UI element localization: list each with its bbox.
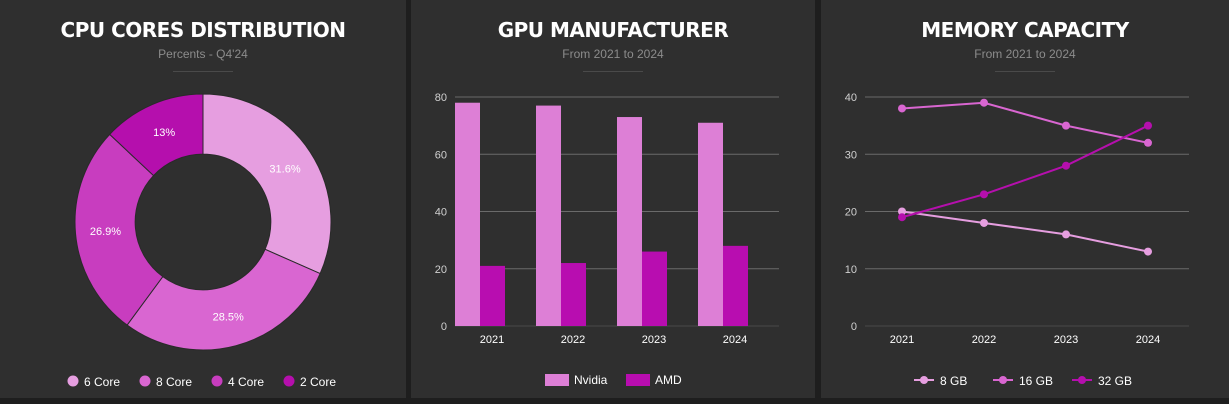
title-divider — [173, 71, 233, 72]
donut-slice-2-core — [108, 93, 204, 177]
line-8-gb — [901, 210, 1149, 253]
legend-marker-16-gb — [999, 376, 1007, 384]
point-8-gb-2022 — [980, 218, 988, 227]
point-16-gb-2024 — [1144, 138, 1152, 147]
slice-label-6-core: 31.6% — [269, 163, 300, 175]
line-16-gb — [901, 101, 1149, 144]
x-tick-label: 2021 — [480, 334, 504, 346]
point-8-gb-2024 — [1144, 247, 1152, 256]
memory-capacity-line-chart: 0 10 20 30 40 2021 2022 2023 2024 8 GB 16 GB 32 GB — [845, 92, 1189, 388]
x-tick-label: 2022 — [972, 334, 996, 346]
legend-marker-6-core — [67, 375, 79, 387]
y-tick-label: 10 — [845, 264, 857, 276]
x-tick-label: 2022 — [561, 334, 585, 346]
y-tick-label: 0 — [851, 321, 857, 333]
legend-label-16-gb: 16 GB — [1019, 374, 1053, 388]
memory-capacity-title: MEMORY CAPACITY — [921, 18, 1129, 42]
memory-capacity-panel: MEMORY CAPACITY From 2021 to 2024 0 10 20 3… — [821, 0, 1229, 398]
legend-marker-amd — [626, 374, 650, 386]
point-32-gb-2024 — [1144, 121, 1152, 130]
legend-marker-nvidia — [545, 374, 569, 386]
bar-amd-2023 — [642, 251, 667, 326]
y-tick-label: 40 — [845, 92, 857, 104]
bar-nvidia-2024 — [698, 122, 723, 326]
legend-marker-8-gb — [920, 376, 928, 384]
gpu-manufacturer-subtitle: From 2021 to 2024 — [562, 47, 664, 61]
cpu-cores-donut-chart: 31.6% 28.5% 26.9% 13% 6 Core 8 Core 4 Core 2 Co… — [67, 93, 336, 389]
point-32-gb-2022 — [980, 190, 988, 199]
y-tick-label: 20 — [435, 264, 447, 276]
y-tick-label: 40 — [435, 207, 447, 219]
legend-label-32-gb: 32 GB — [1098, 374, 1132, 388]
slice-label-4-core: 26.9% — [90, 226, 121, 238]
gpu-manufacturer-bar-chart: 0 20 40 60 80 2021 2022 2023 2024 Nvidia AMD — [435, 92, 779, 387]
legend-marker-8-core — [139, 375, 151, 387]
legend-marker-4-core — [211, 375, 223, 387]
y-tick-label: 60 — [435, 149, 447, 161]
bar-amd-2021 — [480, 265, 505, 326]
y-tick-label: 20 — [845, 207, 857, 219]
legend-label-6-core: 6 Core — [84, 375, 120, 389]
point-16-gb-2023 — [1062, 121, 1070, 130]
gpu-manufacturer-title: GPU MANUFACTURER — [497, 18, 729, 42]
gpu-manufacturer-panel: GPU MANUFACTURER From 2021 to 2024 0 20 40… — [411, 0, 815, 398]
y-tick-label: 0 — [441, 321, 447, 333]
donut-slice-4-core — [74, 133, 164, 326]
cpu-cores-title: CPU CORES DISTRIBUTION — [60, 18, 346, 42]
legend-label-2-core: 2 Core — [300, 375, 336, 389]
x-tick-label: 2024 — [1136, 334, 1160, 346]
point-8-gb-2023 — [1062, 230, 1070, 239]
y-tick-label: 30 — [845, 149, 857, 161]
title-divider — [583, 71, 643, 72]
bar-amd-2022 — [561, 263, 586, 326]
cpu-cores-panel: CPU CORES DISTRIBUTION Percents - Q4'24 … — [0, 0, 406, 398]
bar-nvidia-2021 — [455, 102, 480, 326]
point-32-gb-2023 — [1062, 161, 1070, 170]
bar-nvidia-2023 — [617, 117, 642, 326]
legend-label-8-gb: 8 GB — [940, 374, 967, 388]
x-tick-label: 2023 — [1054, 334, 1078, 346]
donut-slice-8-core — [126, 248, 321, 351]
legend-marker-32-gb — [1078, 376, 1086, 384]
y-tick-label: 80 — [435, 92, 447, 104]
bar-nvidia-2022 — [536, 105, 561, 327]
legend-label-4-core: 4 Core — [228, 375, 264, 389]
line-32-gb — [901, 124, 1149, 219]
donut-slice-6-core — [202, 93, 332, 275]
slice-label-2-core: 13% — [153, 127, 175, 139]
legend-label-8-core: 8 Core — [156, 375, 192, 389]
point-16-gb-2022 — [980, 98, 988, 107]
point-8-gb-2021 — [898, 207, 906, 216]
legend-marker-2-core — [283, 375, 295, 387]
legend-label-amd: AMD — [655, 373, 682, 387]
x-tick-label: 2024 — [723, 334, 747, 346]
legend-label-nvidia: Nvidia — [574, 373, 608, 387]
point-16-gb-2021 — [898, 104, 906, 113]
bar-amd-2024 — [723, 245, 748, 326]
title-divider — [995, 71, 1055, 72]
point-32-gb-2021 — [898, 213, 906, 222]
x-tick-label: 2023 — [642, 334, 666, 346]
memory-capacity-subtitle: From 2021 to 2024 — [974, 47, 1076, 61]
slice-label-8-core: 28.5% — [213, 312, 244, 324]
x-tick-label: 2021 — [890, 334, 914, 346]
cpu-cores-subtitle: Percents - Q4'24 — [158, 47, 248, 61]
